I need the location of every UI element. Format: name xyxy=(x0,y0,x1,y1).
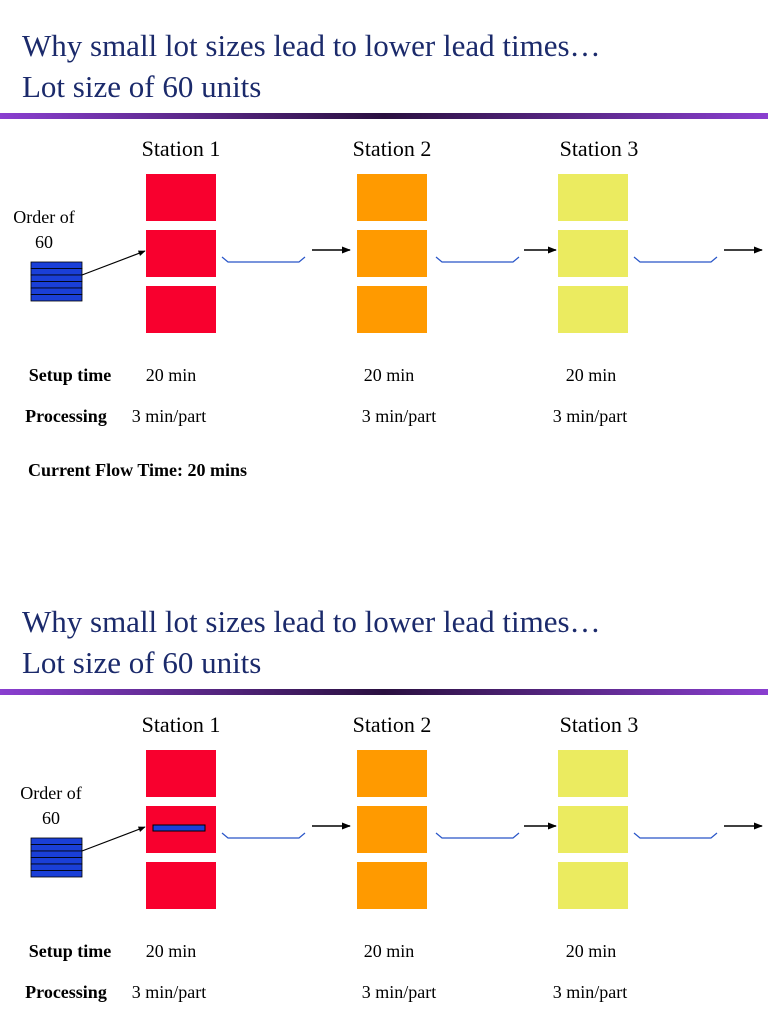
station-block xyxy=(357,750,427,797)
order-unit xyxy=(30,287,83,295)
station-block xyxy=(146,750,216,797)
part xyxy=(152,824,206,832)
queue xyxy=(633,256,718,263)
station-label: Station 1 xyxy=(142,712,221,737)
row-value: 3 min/part xyxy=(132,982,207,1002)
row-label: Setup time xyxy=(29,941,112,961)
row-value: 20 min xyxy=(146,365,197,385)
station-label: Station 2 xyxy=(353,136,432,161)
divider xyxy=(0,689,768,695)
station-block xyxy=(357,286,427,333)
station-block xyxy=(146,286,216,333)
order-unit xyxy=(30,281,83,289)
row-value: 3 min/part xyxy=(553,982,628,1002)
queue xyxy=(633,832,718,839)
row-label: Processing xyxy=(25,406,107,426)
row-value: 20 min xyxy=(364,941,415,961)
row-value: 20 min xyxy=(364,365,415,385)
divider xyxy=(0,113,768,119)
order-unit xyxy=(30,857,83,865)
queue xyxy=(221,832,306,839)
row-label: Processing xyxy=(25,982,107,1002)
arrow xyxy=(81,826,146,852)
order-unit xyxy=(30,274,83,282)
order-unit xyxy=(30,850,83,858)
station-block xyxy=(357,862,427,909)
row-value: 20 min xyxy=(566,365,617,385)
station-block xyxy=(146,174,216,221)
station-block xyxy=(558,806,628,853)
slide-title: Lot size of 60 units xyxy=(22,69,261,104)
row-value: 3 min/part xyxy=(553,406,628,426)
queue xyxy=(435,832,520,839)
station-block xyxy=(357,230,427,277)
arrow xyxy=(81,250,146,276)
station-block xyxy=(558,230,628,277)
order-label: Order of xyxy=(20,783,81,803)
station-label: Station 2 xyxy=(353,712,432,737)
order-label: Order of xyxy=(13,207,74,227)
order-unit xyxy=(30,268,83,276)
queue xyxy=(221,256,306,263)
order-unit xyxy=(30,837,83,845)
order-unit xyxy=(30,863,83,871)
order-unit xyxy=(30,261,83,269)
order-label: 60 xyxy=(42,808,60,828)
station-block xyxy=(146,230,216,277)
station-block xyxy=(558,286,628,333)
row-value: 20 min xyxy=(566,941,617,961)
station-block xyxy=(357,174,427,221)
station-block xyxy=(558,750,628,797)
row-value: 3 min/part xyxy=(132,406,207,426)
row-label: Setup time xyxy=(29,365,112,385)
row-value: 20 min xyxy=(146,941,197,961)
order-unit xyxy=(30,870,83,878)
queue xyxy=(435,256,520,263)
station-block xyxy=(558,862,628,909)
slide-title: Why small lot sizes lead to lower lead t… xyxy=(22,28,601,63)
station-label: Station 3 xyxy=(560,712,639,737)
order-unit xyxy=(30,844,83,852)
order-unit xyxy=(30,294,83,302)
row-value: 3 min/part xyxy=(362,406,437,426)
flow-time: Current Flow Time: 20 mins xyxy=(28,460,247,480)
station-label: Station 3 xyxy=(560,136,639,161)
station-label: Station 1 xyxy=(142,136,221,161)
order-label: 60 xyxy=(35,232,53,252)
station-block xyxy=(558,174,628,221)
station-block xyxy=(146,862,216,909)
station-block xyxy=(357,806,427,853)
slide-title: Lot size of 60 units xyxy=(22,645,261,680)
slide-title: Why small lot sizes lead to lower lead t… xyxy=(22,604,601,639)
row-value: 3 min/part xyxy=(362,982,437,1002)
